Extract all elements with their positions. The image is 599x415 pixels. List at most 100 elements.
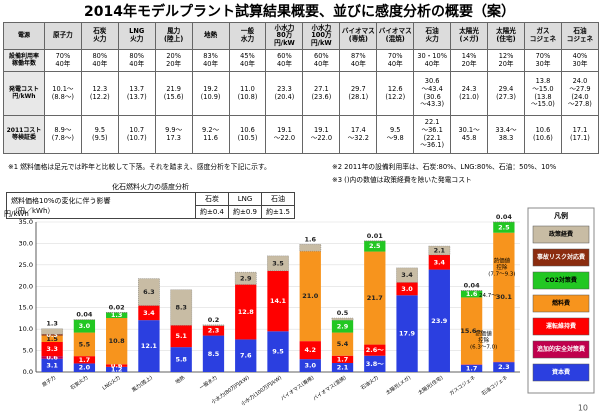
bar-segment bbox=[267, 255, 289, 272]
cell: 17.4 〜32.2 bbox=[339, 115, 378, 154]
value-label: 1.6 bbox=[466, 290, 478, 298]
bar-segment bbox=[460, 290, 483, 298]
value-label: 3.0 bbox=[401, 285, 413, 293]
row-label: 発電コスト 円/kWh bbox=[3, 71, 45, 116]
cell: 9.5 〜9.8 bbox=[376, 115, 415, 154]
bar-segment bbox=[299, 251, 321, 342]
bar-segment bbox=[364, 344, 386, 356]
value-label: 1.5 bbox=[46, 335, 58, 343]
cell: 13.7 (13.7) bbox=[117, 71, 156, 116]
bar-segment bbox=[331, 363, 354, 372]
cell: 一般 水力 bbox=[228, 22, 267, 50]
value-label: 5.5 bbox=[79, 340, 91, 348]
value-label: 0.04 bbox=[464, 281, 481, 289]
bar-segment bbox=[428, 245, 451, 256]
cell: 17.1 (17.1) bbox=[560, 115, 599, 154]
bar-segment bbox=[106, 318, 128, 365]
cell: 石油 火力 bbox=[413, 22, 452, 50]
y-tick-label: 20.0 bbox=[19, 282, 33, 290]
value-label: 1.7 bbox=[337, 355, 349, 363]
y-tick-label: 35.0 bbox=[19, 218, 33, 226]
value-label: 3.4 bbox=[434, 258, 446, 266]
cell: 9.2〜 11.6 bbox=[191, 115, 230, 154]
cell: 石炭 火力 bbox=[80, 22, 119, 50]
value-label: 2.0 bbox=[79, 364, 91, 372]
x-tick-label: バイオマス(専焼) bbox=[279, 374, 315, 402]
cell: 太陽光 (メガ) bbox=[450, 22, 489, 50]
slide-title: 2014年モデルプラント試算結果概要、並びに感度分析の概要（案） bbox=[84, 4, 515, 20]
y-tick-label: 0.0 bbox=[23, 368, 33, 376]
y-axis-label: 円/kWh bbox=[4, 210, 29, 218]
bar-segment bbox=[202, 324, 225, 326]
value-label: 6.3 bbox=[143, 288, 155, 296]
table-row: 2011コスト 等検証委 8.9〜 (7.8〜) 9.5 (9.5) 10.7 (10… bbox=[3, 115, 599, 154]
bar-segment bbox=[299, 341, 321, 360]
cost-table: 電源 原子力 石炭 火力 LNG 火力 風力 (陸上) 地熱 一般 水力 小水力 80万円/k… bbox=[3, 22, 599, 154]
bar-segment bbox=[170, 347, 192, 372]
value-label: 2.9 bbox=[337, 322, 349, 330]
cell: 約±0.4 bbox=[195, 205, 229, 219]
bar-segment bbox=[331, 355, 354, 363]
bar-segment bbox=[234, 271, 257, 285]
value-label: 1.6 bbox=[305, 235, 317, 243]
cell: 風力 (陸上) bbox=[154, 22, 193, 50]
value-label: 3.4 bbox=[401, 271, 413, 279]
x-tick-label: 原子力 bbox=[41, 374, 57, 388]
cell: 29.4 (27.3) bbox=[487, 71, 525, 116]
value-label: 21.0 bbox=[302, 292, 319, 300]
bar-segment bbox=[73, 332, 96, 357]
cell: 12.3 (12.2) bbox=[80, 71, 119, 116]
value-label: 8.3 bbox=[175, 304, 187, 312]
value-label: 8.5 bbox=[208, 350, 220, 358]
cell: 12% 20年 bbox=[487, 49, 525, 72]
cell: 33.4〜 38.3 bbox=[487, 115, 525, 154]
bar-segment bbox=[106, 312, 128, 318]
value-label: 9.5 bbox=[272, 348, 284, 356]
bar-segment bbox=[396, 282, 418, 296]
value-label: 12.1 bbox=[141, 342, 158, 350]
cell: 10.1〜 (8.8〜) bbox=[43, 71, 82, 116]
legend-swatch bbox=[532, 317, 590, 336]
value-label: 3.0 bbox=[305, 362, 317, 370]
value-label: 0.6 bbox=[46, 353, 58, 361]
bar-segment bbox=[364, 240, 386, 252]
legend-label: 資本費 bbox=[552, 368, 570, 376]
cell: 20% 20年 bbox=[154, 49, 193, 72]
value-label: 2.3 bbox=[208, 327, 220, 335]
annotation: 熱価値控除(7.7〜9.3) bbox=[488, 256, 515, 277]
value-label: 4.2 bbox=[305, 346, 317, 354]
value-label: 15.6〜 bbox=[460, 327, 483, 335]
x-tick-label: ガスコジェネ bbox=[448, 374, 477, 397]
note: ※3 ()内の数値は政策経費を除いた発電コスト bbox=[332, 176, 472, 184]
legend-label: CO2対策費 bbox=[545, 276, 577, 284]
y-tick-label: 15.0 bbox=[19, 304, 33, 312]
legend-label: 政策経費 bbox=[549, 230, 573, 238]
x-tick-label: 太陽光(住宅) bbox=[417, 374, 445, 396]
bar-segment bbox=[396, 295, 418, 372]
value-label: 3.0 bbox=[79, 322, 91, 330]
value-label: 7.6 bbox=[240, 352, 252, 360]
value-label: 2.5 bbox=[498, 223, 510, 231]
value-label: 0.04 bbox=[76, 311, 93, 319]
bar-segment bbox=[73, 319, 96, 333]
bar-segment bbox=[235, 339, 257, 372]
bar-segment bbox=[41, 328, 63, 335]
bar-segment bbox=[396, 267, 418, 283]
bar-segment bbox=[428, 255, 450, 270]
cell: 約±1.5 bbox=[261, 205, 295, 219]
value-label: 23.9 bbox=[431, 317, 448, 325]
cell: 19.2 (10.9) bbox=[191, 71, 230, 116]
cell: 10.6 (10.6) bbox=[523, 115, 562, 154]
cell: 30.6 〜43.4 (30.6 〜43.3) bbox=[413, 71, 452, 116]
row-label: 燃料価格10%の変化に伴う影響 （円／kWh） bbox=[6, 192, 196, 219]
legend-swatch bbox=[532, 294, 590, 313]
bar-segment bbox=[460, 297, 483, 365]
cell: 27.1 (23.6) bbox=[302, 71, 341, 116]
value-label: 1.7 bbox=[466, 364, 478, 372]
value-label: 1.3 bbox=[111, 311, 123, 319]
x-tick-label: 石油火力 bbox=[359, 374, 379, 391]
bar-segment bbox=[331, 332, 354, 356]
bar-segment bbox=[106, 364, 128, 367]
cell: 8.9〜 (7.8〜) bbox=[43, 115, 82, 154]
cell: 13.8 〜15.0 (13.8 〜15.0) bbox=[523, 71, 562, 116]
